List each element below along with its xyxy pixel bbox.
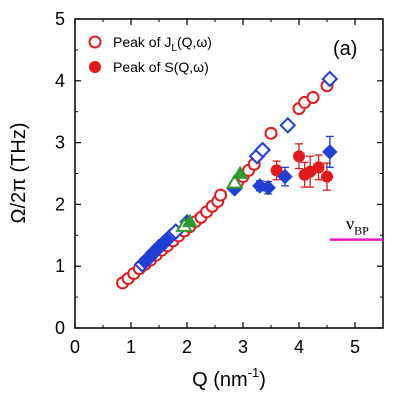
y-axis-title: Ω/2π (THz) — [8, 123, 30, 224]
x-tick-label: 1 — [126, 337, 136, 357]
y-tick-label: 0 — [55, 318, 65, 338]
data-point — [260, 180, 276, 196]
y-tick-label: 5 — [55, 9, 65, 29]
legend-marker — [88, 35, 102, 49]
panel-label: (a) — [333, 38, 357, 60]
legend-label-tail: (Q,ω) — [177, 34, 212, 50]
legend-label-main: Peak of J — [113, 34, 171, 50]
vbp-annotation: νBP — [329, 214, 383, 241]
data-point — [322, 144, 338, 160]
series-5 — [181, 165, 249, 228]
data-point — [264, 126, 278, 140]
legend-label-main: Peak of S(Q,ω) — [113, 59, 209, 75]
series-3 — [137, 135, 338, 270]
data-point — [214, 188, 228, 202]
data-point — [321, 70, 339, 88]
data-point — [225, 173, 244, 189]
x-axis-title-sup: -1 — [248, 365, 260, 380]
x-tick-label: 3 — [238, 337, 248, 357]
legend-label-sub: L — [171, 43, 177, 54]
data-point — [232, 165, 249, 179]
data-point — [181, 213, 198, 228]
y-tick-label: 3 — [55, 133, 65, 153]
x-axis-title-end: ) — [259, 369, 266, 391]
data-point — [277, 168, 293, 185]
legend-label: Peak of JL(Q,ω) — [113, 34, 212, 54]
data-point — [312, 161, 325, 174]
y-tick-label: 4 — [55, 71, 65, 91]
data-point — [321, 170, 333, 183]
x-tick-label: 4 — [294, 337, 304, 357]
legend-label: Peak of S(Q,ω) — [113, 59, 209, 75]
x-tick-label: 2 — [182, 337, 192, 357]
data-point — [159, 231, 176, 248]
x-axis-title: Q (nm-1) — [192, 365, 266, 391]
axis-ticks: 0 1 2 3 4 5 0 1 2 3 4 5 — [55, 9, 384, 357]
y-tick-label: 2 — [55, 194, 65, 214]
vbp-label: νBP — [346, 214, 369, 238]
x-tick-label: 5 — [350, 337, 360, 357]
vbp-label-main: ν — [346, 214, 354, 234]
legend: Peak of JL(Q,ω) Peak of S(Q,ω) — [88, 34, 212, 75]
x-tick-label: 0 — [70, 337, 80, 357]
data-point — [270, 164, 283, 177]
data-series — [116, 70, 339, 290]
x-axis-title-main: Q (nm — [192, 369, 248, 391]
data-point — [279, 116, 297, 134]
vbp-label-sub: BP — [354, 224, 369, 238]
data-point — [293, 150, 305, 163]
y-tick-label: 1 — [55, 256, 65, 276]
legend-marker — [89, 61, 101, 73]
data-point — [254, 141, 272, 159]
data-point — [306, 90, 320, 104]
